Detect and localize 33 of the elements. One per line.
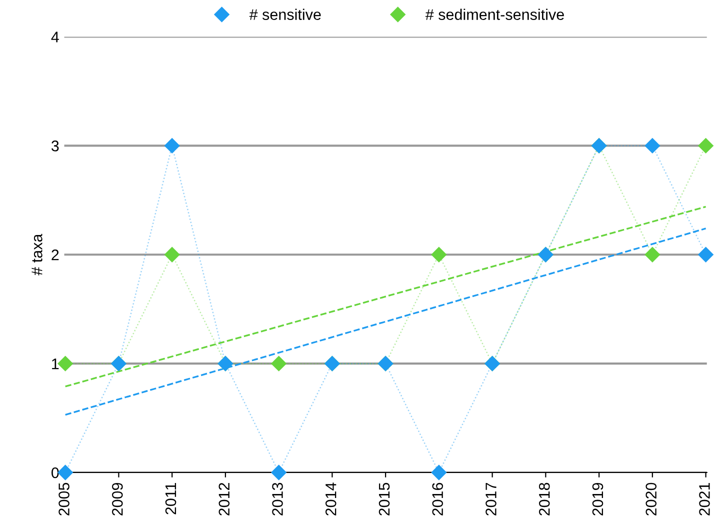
y-tick-label: 3 [51, 140, 59, 152]
x-tick-label: 2015 [378, 482, 390, 516]
point [431, 464, 446, 480]
y-tick-label: 1 [52, 358, 59, 370]
y-tick-label: 0 [52, 467, 59, 478]
x-tick-label: 2019 [592, 482, 604, 516]
point [164, 138, 180, 154]
point [271, 464, 286, 480]
y-tick-label: 4 [51, 32, 59, 42]
x-tick-label: 2021 [699, 482, 710, 516]
point [698, 247, 714, 262]
x-tick-label: 2012 [218, 482, 230, 516]
x-tick-label: 2016 [432, 482, 444, 516]
point [164, 247, 180, 262]
point [431, 247, 446, 262]
point [644, 247, 660, 262]
legend-label: # sediment-sensitive [425, 8, 564, 20]
legend-label: # sensitive [249, 8, 321, 20]
point [58, 356, 73, 372]
x-tick-label: 2013 [272, 482, 283, 516]
x-tick-label: 2009 [112, 482, 123, 516]
x-tick-label: 2017 [486, 482, 496, 516]
x-tick-label: 2018 [538, 482, 550, 516]
y-tick-label: 2 [52, 249, 59, 260]
x-tick-label: 2005 [58, 482, 70, 516]
x-tick-label: 2011 [165, 482, 176, 514]
point [644, 138, 660, 154]
point [698, 138, 714, 154]
y-axis-title: # taxa [32, 234, 42, 276]
x-tick-label: 2014 [325, 482, 336, 516]
point [58, 464, 73, 480]
x-tick-label: 2020 [646, 482, 657, 516]
point [271, 356, 286, 372]
